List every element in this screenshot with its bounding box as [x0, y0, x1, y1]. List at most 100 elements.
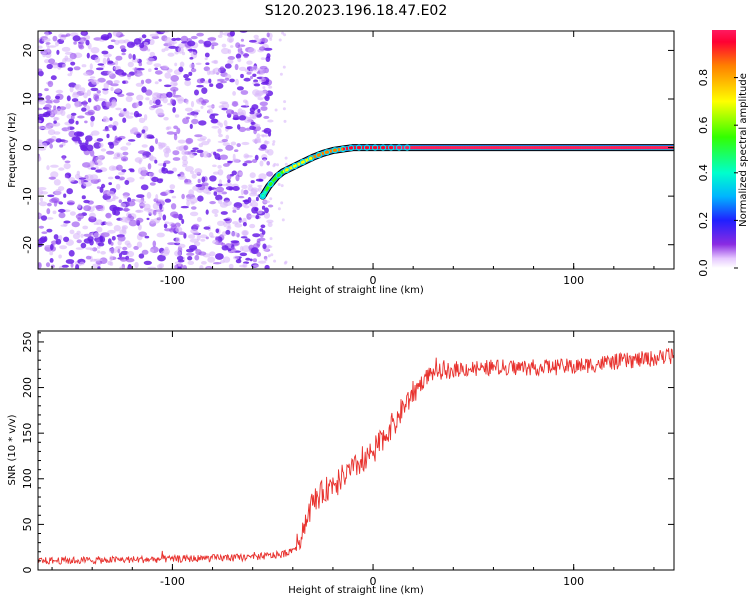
noise-speckle: [71, 221, 80, 228]
ridge-point: [547, 146, 551, 150]
ridge-point: [619, 146, 624, 150]
noise-speckle: [259, 68, 266, 75]
noise-speckle: [155, 99, 161, 106]
noise-speckle: [137, 73, 144, 76]
noise-speckle: [240, 73, 244, 79]
noise-speckle: [243, 205, 250, 209]
noise-speckle: [184, 166, 194, 172]
noise-speckle: [38, 225, 45, 229]
noise-speckle: [138, 253, 145, 259]
noise-speckle: [252, 233, 261, 238]
noise-speckle: [59, 144, 64, 148]
noise-speckle: [97, 77, 106, 83]
noise-speckle: [236, 143, 241, 148]
noise-speckle: [153, 209, 157, 216]
noise-speckle: [196, 234, 201, 241]
noise-speckle: [205, 209, 209, 215]
noise-speckle: [93, 232, 100, 239]
noise-speckle: [73, 131, 83, 137]
noise-speckle: [136, 241, 143, 248]
noise-speckle: [206, 266, 211, 269]
noise-speckle: [63, 163, 71, 170]
noise-speckle: [218, 105, 225, 109]
ridge-point: [629, 146, 633, 150]
noise-speckle: [173, 214, 180, 219]
noise-speckle: [187, 256, 193, 261]
noise-speckle: [136, 133, 142, 138]
noise-speckle: [283, 119, 287, 123]
noise-speckle: [63, 139, 69, 143]
noise-speckle: [80, 177, 85, 185]
y-tick-label: 0: [21, 567, 34, 574]
noise-speckle: [86, 52, 90, 59]
noise-speckle: [140, 203, 146, 207]
noise-speckle: [212, 68, 216, 75]
noise-speckle: [50, 171, 59, 178]
noise-speckle: [180, 205, 189, 209]
noise-speckle: [269, 37, 273, 41]
noise-speckle: [56, 49, 60, 55]
noise-speckle: [177, 259, 185, 263]
noise-speckle: [189, 211, 199, 217]
noise-speckle: [187, 40, 196, 47]
noise-speckle: [169, 184, 176, 190]
noise-speckle: [102, 129, 110, 132]
noise-speckle: [196, 84, 204, 88]
ridge-point: [622, 146, 626, 150]
noise-speckle: [66, 126, 71, 132]
noise-speckle: [113, 210, 121, 216]
noise-speckle: [40, 197, 43, 202]
noise-speckle: [89, 160, 95, 166]
ridge-point: [552, 146, 556, 150]
noise-speckle: [154, 70, 163, 75]
ridge-point: [615, 146, 619, 150]
noise-speckle: [94, 57, 101, 63]
noise-speckle: [161, 65, 169, 69]
x-tick-label: 0: [370, 274, 377, 287]
noise-speckle: [107, 60, 114, 64]
noise-speckle: [262, 243, 267, 250]
noise-speckle: [190, 68, 197, 73]
noise-speckle: [209, 201, 216, 205]
noise-speckle: [202, 151, 210, 158]
noise-speckle: [227, 36, 234, 43]
noise-speckle: [189, 63, 196, 69]
noise-speckle: [62, 155, 66, 161]
noise-speckle: [192, 147, 199, 150]
snr-marks: [38, 348, 674, 565]
noise-speckle: [227, 59, 234, 65]
noise-speckle: [103, 82, 109, 90]
ridge-point: [302, 160, 306, 164]
noise-speckle: [221, 43, 227, 48]
noise-speckle: [242, 162, 248, 167]
noise-speckle: [77, 203, 82, 209]
noise-speckle: [116, 164, 123, 171]
noise-speckle: [241, 184, 248, 189]
noise-speckle: [75, 120, 79, 125]
noise-speckle: [147, 266, 157, 269]
noise-speckle: [139, 42, 145, 49]
noise-speckle: [282, 65, 286, 69]
noise-speckle: [255, 214, 260, 220]
noise-speckle: [224, 74, 232, 79]
noise-speckle: [38, 189, 44, 196]
noise-speckle: [201, 261, 207, 265]
noise-speckle: [227, 56, 235, 60]
ridge-point: [511, 146, 515, 150]
ridge-point: [566, 146, 571, 150]
ridge-point: [439, 146, 443, 150]
noise-speckle: [96, 138, 104, 142]
noise-speckle: [192, 231, 200, 235]
noise-speckle: [267, 119, 274, 123]
noise-speckle: [129, 128, 139, 134]
noise-speckle: [107, 229, 116, 234]
noise-speckle: [205, 62, 210, 65]
noise-speckle: [238, 220, 244, 223]
noise-speckle: [251, 104, 259, 110]
noise-speckle: [248, 39, 257, 43]
noise-speckle: [225, 144, 234, 151]
noise-speckle: [233, 111, 238, 118]
noise-speckle: [200, 234, 208, 239]
noise-speckle: [141, 144, 148, 148]
